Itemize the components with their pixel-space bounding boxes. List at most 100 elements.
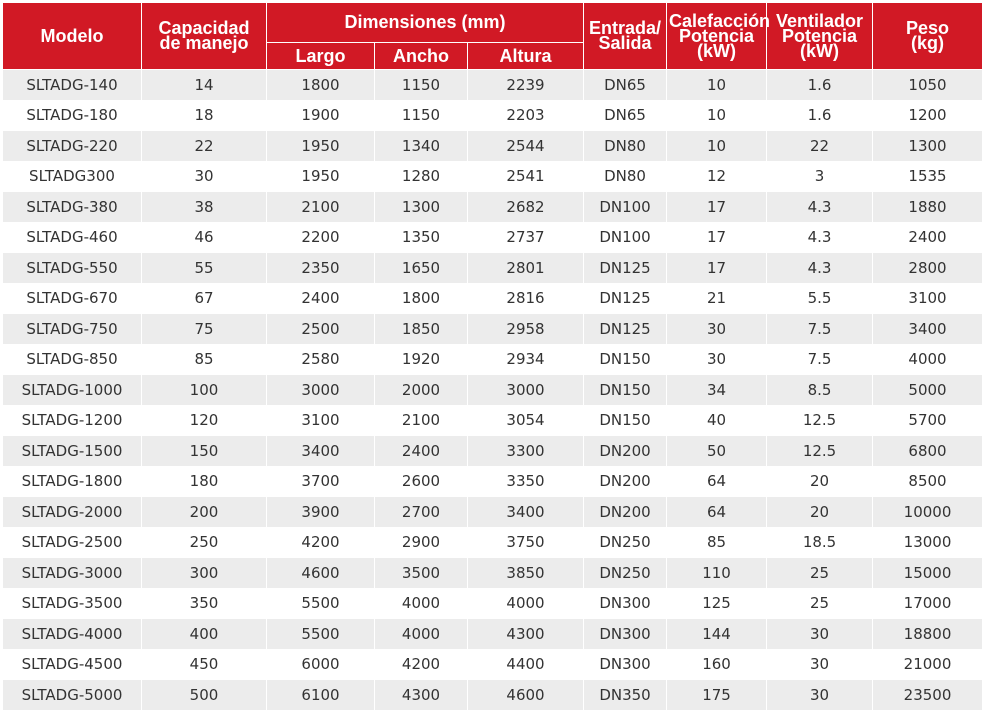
cell-largo: 1950 [266,130,375,162]
cell-modelo: SLTADG-550 [2,252,142,284]
cell-modelo: SLTADG300 [2,160,142,192]
cell-largo: 2500 [266,313,375,345]
cell-capacidad: 22 [141,130,267,162]
table-row: SLTADG-670 67 2400 1800 2816 DN125 21 5.5 3100 [2,282,984,314]
cell-calefaccion: 10 [666,69,768,101]
header-row-sub: Largo Ancho Altura [3,42,983,70]
cell-modelo: SLTADG-180 [2,99,142,131]
header-calefaccion: Calefacción Potencia (kW) [666,2,771,70]
cell-altura: 2801 [466,252,585,284]
table-header: Modelo Capacidad de manejo Dimensiones (… [2,2,984,70]
cell-altura: 3054 [466,404,585,436]
cell-peso: 1050 [872,69,984,101]
cell-largo: 3700 [266,465,375,497]
cell-largo: 5500 [266,618,375,650]
cell-peso: 15000 [872,557,984,589]
cell-ancho: 1280 [374,160,468,192]
cell-altura: 4300 [466,618,585,650]
header-ancho-label: Ancho [393,45,449,66]
table-row: SLTADG-2500 250 4200 2900 3750 DN250 85 18.5 130… [2,526,984,558]
cell-peso: 5000 [872,374,984,406]
cell-modelo: SLTADG-670 [2,282,142,314]
cell-calefaccion: 50 [666,435,768,467]
cell-modelo: SLTADG-850 [2,343,142,375]
cell-altura: 3850 [466,557,585,589]
header-ventilador-line: Potencia [782,25,858,46]
cell-peso: 5700 [872,404,984,436]
cell-capacidad: 75 [141,313,267,345]
cell-modelo: SLTADG-4000 [2,618,142,650]
cell-ventilador: 22 [766,130,874,162]
cell-ventilador: 20 [766,465,874,497]
cell-entrada-salida: DN250 [583,526,668,558]
cell-entrada-salida: DN125 [583,313,668,345]
cell-largo: 3900 [266,496,375,528]
cell-capacidad: 180 [141,465,267,497]
cell-altura: 3300 [466,435,585,467]
cell-ventilador: 4.3 [766,221,874,253]
cell-modelo: SLTADG-1500 [2,435,142,467]
cell-capacidad: 38 [141,191,267,223]
cell-entrada-salida: DN300 [583,648,668,680]
cell-calefaccion: 144 [666,618,768,650]
cell-ventilador: 4.3 [766,191,874,223]
cell-peso: 6800 [872,435,984,467]
cell-capacidad: 100 [141,374,267,406]
cell-peso: 4000 [872,343,984,375]
cell-ventilador: 8.5 [766,374,874,406]
cell-calefaccion: 17 [666,221,768,253]
table-row: SLTADG-1000 100 3000 2000 3000 DN150 34 8.5 5000 [2,374,984,406]
cell-modelo: SLTADG-3000 [2,557,142,589]
cell-entrada-salida: DN100 [583,221,668,253]
cell-ancho: 1920 [374,343,468,375]
header-dimensiones: Dimensiones (mm) [265,2,585,43]
cell-largo: 3100 [266,404,375,436]
cell-calefaccion: 17 [666,252,768,284]
cell-peso: 1200 [872,99,984,131]
table-row: SLTADG-4500 450 6000 4200 4400 DN300 160 30 2100… [2,648,984,680]
cell-entrada-salida: DN100 [583,191,668,223]
cell-calefaccion: 175 [666,679,768,711]
cell-altura: 2203 [466,99,585,131]
cell-ventilador: 1.6 [766,99,874,131]
cell-entrada-salida: DN150 [583,343,668,375]
cell-altura: 2541 [466,160,585,192]
header-altura: Altura [466,42,585,70]
table-row: SLTADG-2000 200 3900 2700 3400 DN200 64 20 10000 [2,496,984,528]
cell-altura: 2737 [466,221,585,253]
cell-calefaccion: 12 [666,160,768,192]
cell-peso: 2800 [872,252,984,284]
header-altura-label: Altura [499,45,552,66]
header-modelo-label: Modelo [40,25,104,46]
cell-entrada-salida: DN250 [583,557,668,589]
header-calefaccion-line: Calefacción [669,10,771,31]
cell-entrada-salida: DN300 [583,587,668,619]
cell-calefaccion: 85 [666,526,768,558]
cell-ventilador: 30 [766,648,874,680]
cell-largo: 3400 [266,435,375,467]
cell-peso: 1880 [872,191,984,223]
table-row: SLTADG-220 22 1950 1340 2544 DN80 10 22 1300 [2,130,984,162]
cell-ventilador: 25 [766,587,874,619]
table-row: SLTADG-3500 350 5500 4000 4000 DN300 125 25 1700… [2,587,984,619]
cell-ancho: 2700 [374,496,468,528]
header-entrada-salida: Entrada/ Salida [583,2,668,70]
cell-largo: 6000 [266,648,375,680]
cell-altura: 2934 [466,343,585,375]
cell-largo: 3000 [266,374,375,406]
cell-modelo: SLTADG-460 [2,221,142,253]
cell-peso: 2400 [872,221,984,253]
cell-capacidad: 150 [141,435,267,467]
cell-largo: 2350 [266,252,375,284]
cell-modelo: SLTADG-380 [2,191,142,223]
cell-peso: 17000 [872,587,984,619]
cell-ancho: 1800 [374,282,468,314]
cell-modelo: SLTADG-4500 [2,648,142,680]
header-row-top: Modelo Capacidad de manejo Dimensiones (… [2,2,984,70]
cell-ancho: 1150 [374,99,468,131]
cell-capacidad: 350 [141,587,267,619]
cell-altura: 3750 [466,526,585,558]
cell-ventilador: 5.5 [766,282,874,314]
cell-largo: 4200 [266,526,375,558]
